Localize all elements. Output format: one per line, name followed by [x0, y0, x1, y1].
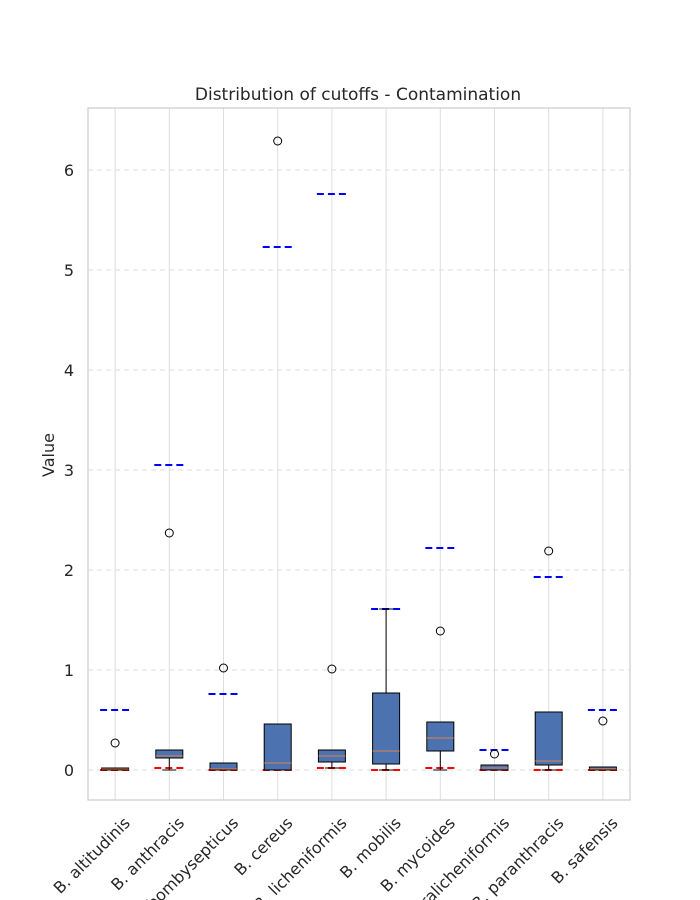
box: [534, 711, 563, 766]
box: [209, 762, 238, 771]
y-tick-label: 6: [64, 161, 74, 180]
chart-title: Distribution of cutoffs - Contamination: [195, 85, 521, 105]
outlier-point: [273, 136, 283, 146]
grid-layer: [88, 108, 630, 800]
y-tick-label: 0: [64, 761, 74, 780]
outlier-point: [598, 716, 608, 726]
y-tick-label: 1: [64, 661, 74, 680]
y-tick-label: 5: [64, 261, 74, 280]
box: [155, 749, 184, 759]
y-tick-label: 4: [64, 361, 74, 380]
outlier-point: [544, 546, 554, 556]
outlier-point: [164, 528, 174, 538]
y-tick-label: 3: [64, 461, 74, 480]
outlier-point: [435, 626, 445, 636]
box: [426, 721, 455, 752]
outlier-point: [327, 664, 337, 674]
box: [372, 692, 401, 765]
outlier-point: [219, 663, 228, 673]
cutoff-layer: [100, 193, 618, 771]
y-tick-label: 2: [64, 561, 74, 580]
plot-frame: [87, 107, 631, 801]
outlier-point: [110, 738, 120, 748]
outlier-point: [490, 749, 499, 759]
box: [263, 723, 292, 771]
y-axis-label: Value: [39, 433, 58, 477]
box-layer: [101, 136, 617, 771]
